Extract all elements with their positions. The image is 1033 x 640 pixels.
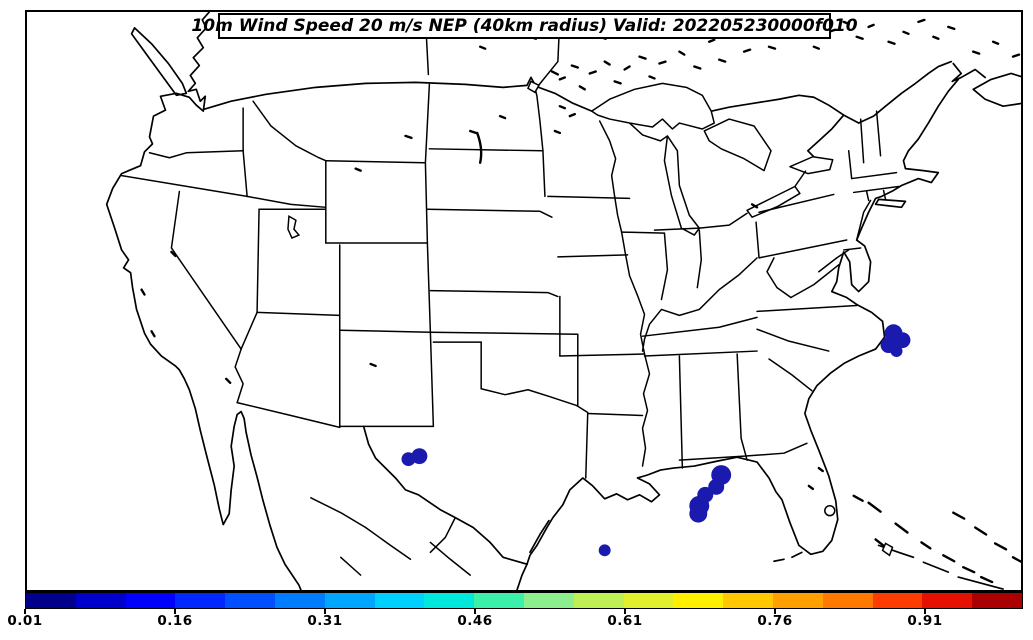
colorbar-segment	[125, 593, 176, 608]
great-salt-lake	[287, 215, 301, 240]
colorbar-tick-label: 0.01	[7, 613, 43, 629]
colorbar-tick-label: 0.46	[457, 613, 493, 629]
title-box: 10m Wind Speed 20 m/s NEP (40km radius) …	[191, 13, 858, 39]
upper-peninsula	[629, 122, 668, 142]
colorbar-segment	[723, 593, 773, 608]
colorbar-tick	[773, 609, 776, 614]
colorbar-segment	[922, 593, 973, 608]
probability-blob-layer	[401, 324, 911, 557]
lake-erie	[746, 185, 801, 218]
colorbar-segment	[274, 593, 325, 608]
probability-blob	[708, 478, 725, 495]
colorbar-segment	[324, 593, 375, 608]
colorbar-tick-label: 0.91	[907, 613, 943, 629]
coastline-layer	[105, 12, 1021, 590]
colorbar-segment	[573, 593, 624, 608]
colorbar-segment	[26, 593, 76, 608]
colorbar-tick	[323, 609, 326, 614]
colorbar-tick-label: 0.61	[607, 613, 643, 629]
probability-blob	[598, 544, 611, 557]
colorbar-tick-label: 0.16	[157, 613, 193, 629]
colorbar-segment	[772, 593, 823, 608]
colorbar-segment	[474, 593, 524, 608]
niagara	[794, 170, 807, 187]
colorbar-segment	[523, 593, 574, 608]
colorbar-segment	[822, 593, 873, 608]
colorbar-tick	[473, 609, 476, 614]
colorbar-segment	[623, 593, 674, 608]
small-lakes-layer	[140, 18, 1021, 584]
colorbar-tick	[24, 609, 26, 614]
lake-ontario	[789, 156, 834, 175]
state-borders-layer	[120, 16, 900, 576]
probability-blob	[411, 448, 428, 465]
lake-superior	[590, 82, 715, 130]
colorbar-tick	[923, 609, 926, 614]
great-lakes-layer	[590, 82, 834, 236]
lake-huron	[703, 118, 772, 172]
map-svg	[105, 12, 1021, 590]
colorbar-tick	[623, 609, 626, 614]
colorbar-segment	[175, 593, 226, 608]
probability-blob	[890, 345, 903, 358]
plot-title: 10m Wind Speed 20 m/s NEP (40km radius) …	[191, 16, 858, 36]
colorbar-segment	[225, 593, 275, 608]
map-frame	[25, 10, 1023, 592]
colorbar-segment	[424, 593, 475, 608]
lake-michigan	[663, 135, 701, 236]
lake-okeechobee	[824, 504, 836, 517]
colorbar-segment	[673, 593, 724, 608]
probability-blob	[689, 504, 708, 523]
andros-island	[881, 542, 894, 557]
colorbar-tick-label: 0.76	[757, 613, 793, 629]
colorbar-segment	[374, 593, 425, 608]
named-small-lakes	[287, 80, 894, 557]
colorbar-tick-label: 0.31	[307, 613, 343, 629]
colorbar	[25, 592, 1023, 609]
colorbar-tick	[173, 609, 176, 614]
lake-of-the-woods	[527, 80, 540, 94]
probability-blob	[894, 332, 911, 349]
colorbar-segment	[75, 593, 126, 608]
colorbar-segment	[872, 593, 923, 608]
colorbar-segment	[972, 593, 1022, 608]
